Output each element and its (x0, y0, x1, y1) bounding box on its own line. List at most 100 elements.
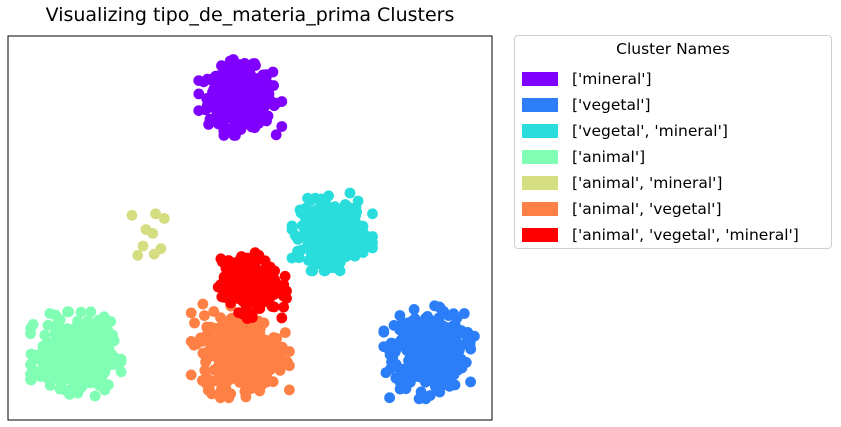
data-points (25, 54, 480, 405)
point-6-67 (279, 270, 291, 282)
point-0-310 (264, 96, 276, 108)
point-6-232 (278, 301, 289, 313)
point-5-440 (245, 383, 257, 395)
legend-item: ['vegetal'] (522, 95, 651, 115)
point-3-395 (41, 337, 53, 348)
point-1-399 (457, 357, 469, 369)
point-1-441 (414, 371, 426, 383)
point-0-410 (249, 97, 260, 108)
point-1-298 (378, 325, 390, 337)
point-0-409 (242, 85, 254, 96)
point-3-414 (83, 330, 95, 342)
legend-label: ['animal', 'mineral'] (572, 174, 723, 192)
point-3-419 (64, 365, 76, 377)
point-5-431 (206, 339, 218, 351)
point-2-314 (295, 244, 307, 256)
point-0-332 (211, 109, 223, 121)
point-5-442 (241, 351, 253, 363)
point-0-285 (228, 130, 240, 141)
point-6-212 (253, 250, 265, 261)
point-5-423 (221, 342, 233, 354)
point-0-359 (201, 93, 213, 104)
point-4-1 (150, 208, 162, 220)
point-0-412 (222, 83, 234, 94)
point-5-441 (197, 298, 209, 310)
point-6-274 (240, 284, 252, 295)
legend-label: ['animal'] (572, 148, 646, 166)
point-3-413 (62, 344, 74, 356)
point-1-407 (411, 362, 423, 374)
point-3-406 (60, 331, 71, 342)
point-5-287 (284, 346, 295, 357)
point-5-412 (261, 371, 272, 383)
point-1-438 (441, 349, 452, 361)
point-6-271 (245, 292, 257, 303)
point-1-294 (390, 372, 402, 384)
point-3-17 (89, 390, 101, 402)
point-2-338 (326, 205, 338, 217)
point-0-375 (237, 113, 249, 125)
point-0-417 (222, 66, 234, 77)
point-1-300 (398, 380, 410, 392)
point-4-5 (137, 240, 149, 252)
point-5-373 (197, 375, 208, 386)
point-6-278 (254, 299, 266, 311)
point-1-422 (444, 366, 455, 377)
point-1-400 (438, 374, 449, 386)
point-6-270 (264, 290, 276, 301)
point-5-410 (201, 321, 213, 333)
point-3-399 (74, 327, 86, 339)
legend-item: ['vegetal', 'mineral'] (522, 121, 728, 141)
point-1-421 (388, 320, 400, 331)
point-2-108 (367, 208, 378, 220)
point-1-116 (408, 304, 420, 315)
point-1-444 (419, 330, 430, 342)
legend-swatch (522, 202, 558, 216)
point-6-273 (266, 275, 277, 286)
point-1-436 (447, 333, 459, 345)
point-1-364 (449, 379, 461, 391)
point-1-448 (405, 329, 417, 341)
point-1-24 (384, 392, 395, 404)
point-5-116 (284, 384, 295, 396)
legend-item: ['mineral'] (522, 69, 652, 89)
point-1-439 (414, 342, 426, 353)
point-4-2 (158, 213, 170, 224)
point-4-0 (126, 209, 138, 221)
legend-item: ['animal'] (522, 147, 645, 167)
point-6-62 (276, 312, 288, 324)
point-0-223 (276, 96, 288, 107)
legend-swatch (522, 228, 558, 242)
point-5-376 (214, 335, 226, 347)
point-2-376 (347, 221, 359, 233)
point-5-309 (215, 392, 226, 404)
legend-label: ['animal', 'vegetal', 'mineral'] (572, 226, 799, 244)
legend-swatch (522, 98, 558, 112)
point-3-386 (25, 374, 36, 385)
point-3-366 (28, 352, 39, 363)
legend-item: ['animal', 'mineral'] (522, 173, 722, 193)
point-3-412 (78, 339, 90, 351)
point-1-409 (415, 386, 427, 398)
point-5-448 (230, 361, 242, 372)
point-1-406 (403, 355, 414, 367)
point-2-366 (317, 210, 329, 222)
point-2-353 (344, 187, 356, 199)
point-0-379 (249, 116, 261, 128)
point-3-392 (91, 333, 103, 344)
point-6-227 (237, 308, 249, 320)
point-0-418 (193, 105, 205, 116)
point-0-414 (258, 114, 270, 126)
point-5-362 (220, 326, 232, 338)
point-5-422 (239, 363, 251, 375)
point-5-319 (189, 317, 200, 329)
point-5-421 (215, 359, 226, 370)
point-5-303 (185, 369, 197, 381)
point-0-329 (203, 119, 215, 130)
point-2-373 (318, 238, 329, 250)
point-5-306 (216, 378, 228, 389)
point-0-244 (193, 88, 205, 100)
point-2-378 (311, 228, 323, 240)
point-5-315 (254, 385, 266, 397)
